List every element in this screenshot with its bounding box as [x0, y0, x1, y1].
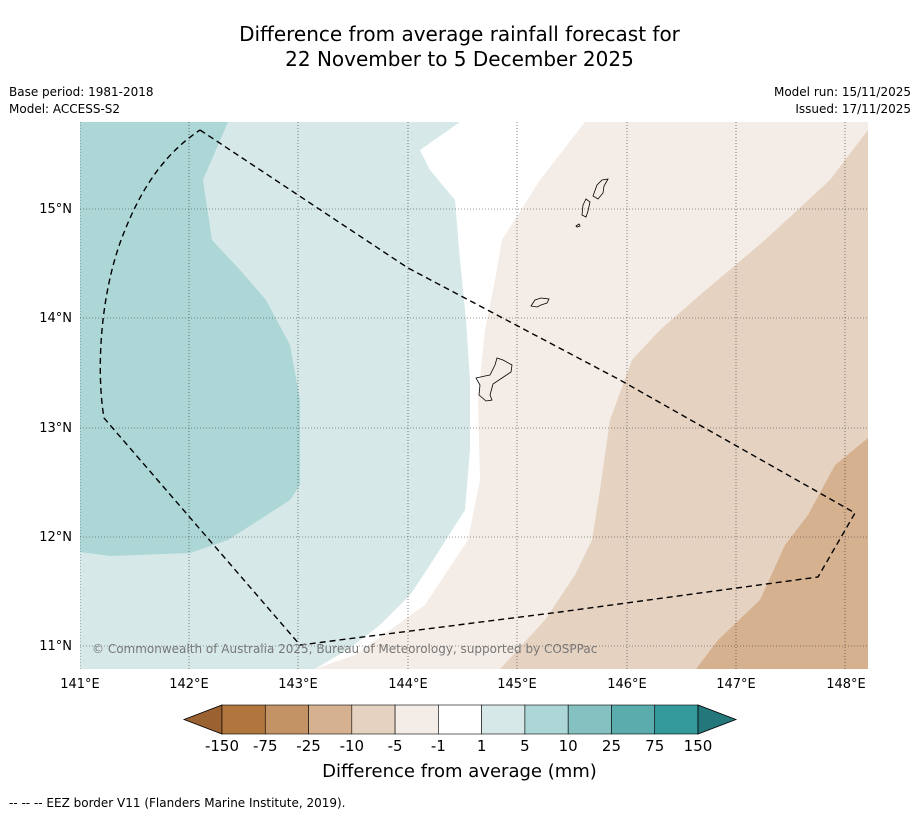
lon-label: 142°E [169, 677, 209, 692]
colorbar-bin [567, 704, 612, 735]
issued-date: Issued: 17/11/2025 [795, 102, 911, 116]
colorbar-bin [264, 704, 309, 735]
colorbar-tick-label: -5 [388, 737, 403, 755]
islands [475, 178, 609, 402]
lat-label: 13°N [39, 421, 72, 436]
island-guam [475, 357, 513, 402]
lon-label: 141°E [60, 677, 100, 692]
colorbar-bin [394, 704, 439, 735]
colorbar-tick-label: 25 [602, 737, 621, 755]
colorbar-bin [524, 704, 569, 735]
colorbar-bin [611, 704, 656, 735]
title-line-1: Difference from average rainfall forecas… [239, 22, 680, 46]
colorbar-tick-label: -10 [340, 737, 365, 755]
model-name: Model: ACCESS-S2 [9, 102, 121, 116]
colorbar-tick-label: -75 [253, 737, 278, 755]
colorbar-bin [438, 704, 482, 735]
meta-left: Base period: 1981-2018 Model: ACCESS-S2 [9, 84, 154, 118]
contour-teal-mid [80, 122, 300, 556]
colorbar-tick-label: 10 [559, 737, 578, 755]
lat-label: 12°N [39, 530, 72, 545]
lat-label: 11°N [39, 639, 72, 654]
colorbar [182, 704, 738, 735]
base-period: Base period: 1981-2018 [9, 85, 154, 99]
lon-label: 148°E [826, 677, 866, 692]
colorbar-tick-label: 75 [645, 737, 664, 755]
colorbar-label: Difference from average (mm) [322, 761, 597, 782]
meta-right: Model run: 15/11/2025 Issued: 17/11/2025 [774, 84, 911, 118]
model-run: Model run: 15/11/2025 [773, 85, 911, 99]
grid-lines [80, 122, 868, 669]
contour-brown-mid [500, 130, 868, 669]
chart-title: Difference from average rainfall forecas… [0, 22, 919, 72]
eez-legend-note: -- -- -- EEZ border V11 (Flanders Marine… [9, 796, 346, 810]
title-line-2: 22 November to 5 December 2025 [285, 47, 634, 71]
lon-labels: 141°E 142°E 143°E 144°E 145°E 146°E 147°… [60, 677, 866, 692]
colorbar-under-arrow [182, 704, 223, 735]
colorbar-bin [308, 704, 353, 735]
lon-label: 145°E [497, 677, 537, 692]
lat-label: 15°N [39, 202, 72, 217]
colorbar-bin [221, 704, 266, 735]
copyright-notice: © Commonwealth of Australia 2025, Bureau… [92, 642, 597, 656]
colorbar-tick-label: -1 [431, 737, 446, 755]
lon-label: 144°E [388, 677, 428, 692]
lon-label: 146°E [607, 677, 647, 692]
colorbar-tick-label: 150 [684, 737, 713, 755]
colorbar-bin [654, 704, 699, 735]
colorbar-tick-label: -150 [205, 737, 239, 755]
eez-border [99, 129, 856, 646]
island-tinian [581, 198, 591, 218]
island-saipan [592, 178, 609, 200]
lat-label: 14°N [39, 311, 72, 326]
colorbar-bin [481, 704, 526, 735]
colorbar-tick-label: 5 [520, 737, 530, 755]
lon-label: 147°E [716, 677, 756, 692]
lat-labels: 15°N 14°N 13°N 12°N 11°N [39, 202, 72, 654]
colorbar-over-arrow [697, 704, 738, 735]
island-rota [530, 297, 550, 308]
colorbar-tick-label: 1 [477, 737, 487, 755]
colorbar-ticks: -150 -75 -25 -10 -5 -1 1 5 10 25 75 150 [205, 737, 712, 755]
island-aguijan [575, 223, 581, 228]
colorbar-tick-label: -25 [296, 737, 321, 755]
rainfall-map: © Commonwealth of Australia 2025, Bureau… [80, 122, 868, 669]
colorbar-bin [351, 704, 396, 735]
lon-label: 143°E [278, 677, 318, 692]
